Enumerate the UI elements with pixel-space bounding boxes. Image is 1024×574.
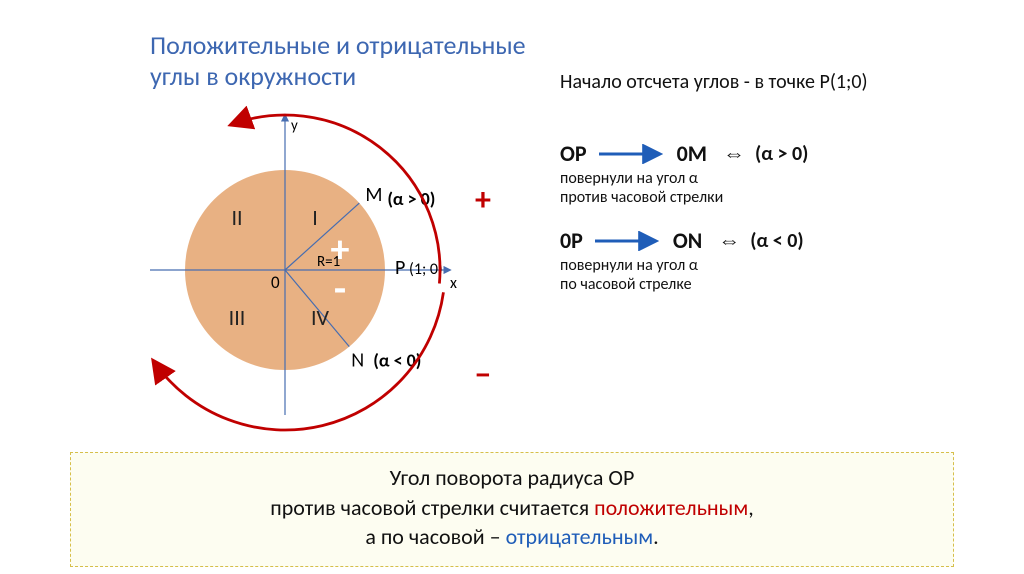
op-label-1: OP [560,140,587,167]
explanation-block: OP 0M ⇔ (α > 0) повернули на угол α прот… [560,140,1000,314]
svg-text:M: M [365,183,382,207]
svg-text:IV: IV [311,304,330,331]
page-title: Положительные и отрицательные углы в окр… [150,30,580,92]
summary-l3-negative: отрицательным [506,523,654,550]
summary-l3-a: а [365,523,381,550]
summary-l3-along: по [381,523,404,550]
on-label: ON [673,227,702,254]
summary-l2-against: против [270,494,335,521]
summary-box: Угол поворота радиуса ОР против часовой … [70,452,954,567]
arrow-icon [597,144,667,164]
op-label-2: 0P [560,227,583,254]
rule-neg-line1: повернули на угол α [560,256,1000,275]
svg-text:N: N [351,349,364,373]
rule-pos-line2: против часовой стрелки [560,188,1000,207]
svg-text:y: y [291,117,298,135]
rule-negative-row: 0P ON ⇔ (α < 0) [560,227,1000,254]
rule-neg-line2: по часовой стрелке [560,275,1000,294]
svg-text:R=1: R=1 [317,253,340,271]
svg-text:0: 0 [271,272,280,293]
svg-text:−: − [475,355,491,394]
summary-l3-dot: . [653,523,659,550]
summary-l3-mid: часовой – [404,523,506,550]
svg-text:x: x [450,274,457,293]
svg-text:P: P [395,256,405,280]
svg-text:I: I [312,204,318,231]
svg-text:(α > 0): (α > 0) [387,188,435,210]
svg-text:(α < 0): (α < 0) [373,350,421,372]
svg-text:II: II [231,204,242,231]
rule-negative-text: повернули на угол α по часовой стрелке [560,256,1000,294]
svg-text:+: + [475,180,491,219]
svg-text:III: III [229,304,246,331]
subtitle: Начало отсчета углов - в точке Р(1;0) [560,70,868,94]
circle-diagram: IIIIIIIV+-R=1yx0M(α > 0)P(1; 0)N(α < 0)+… [120,90,540,440]
summary-line-2: против часовой стрелки считается положит… [91,493,933,523]
svg-text:(1; 0): (1; 0) [409,260,443,279]
rule-positive-row: OP 0M ⇔ (α > 0) [560,140,1000,167]
rule-pos-line1: повернули на угол α [560,169,1000,188]
svg-text:-: - [334,264,346,313]
cond-neg: (α < 0) [750,229,803,253]
equiv-icon: ⇔ [723,140,745,167]
cond-pos: (α > 0) [755,142,808,166]
equiv-icon: ⇔ [718,227,740,254]
summary-l2-comma: , [748,494,754,521]
summary-line-1: Угол поворота радиуса ОР [91,463,933,493]
rule-positive-text: повернули на угол α против часовой стрел… [560,169,1000,207]
summary-line-3: а по часовой – отрицательным. [91,522,933,552]
arrow-icon [593,231,663,251]
om-label: 0M [677,140,707,167]
summary-l2-positive: положительным [594,494,748,521]
summary-l2-mid: часовой стрелки считается [336,494,594,521]
